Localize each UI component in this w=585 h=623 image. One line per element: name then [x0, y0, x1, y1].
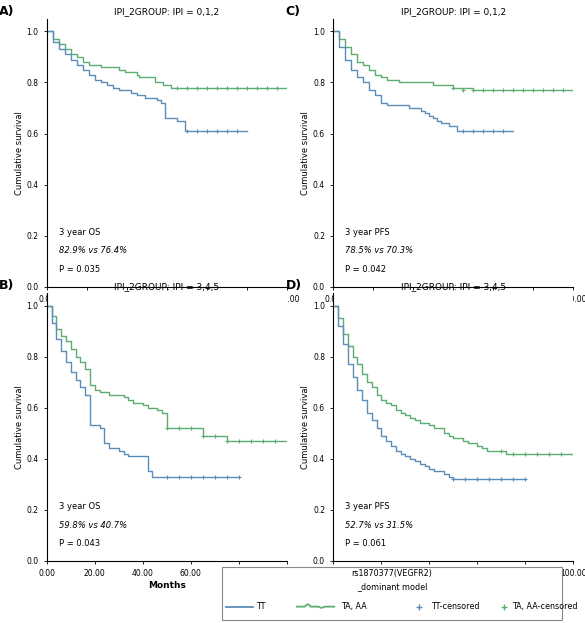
Title: IPI_2GROUP: IPI = 0,1,2: IPI_2GROUP: IPI = 0,1,2 [114, 7, 219, 17]
Text: 59.8% vs 40.7%: 59.8% vs 40.7% [58, 521, 127, 530]
Text: P = 0.042: P = 0.042 [345, 265, 387, 274]
X-axis label: Months: Months [148, 581, 185, 590]
Text: P = 0.043: P = 0.043 [58, 540, 100, 548]
Y-axis label: Cumulative survival: Cumulative survival [15, 385, 23, 468]
Text: 52.7% vs 31.5%: 52.7% vs 31.5% [345, 521, 414, 530]
Text: 3 year OS: 3 year OS [58, 502, 100, 511]
Text: C): C) [285, 6, 301, 18]
Title: IPI_2GROUP: IPI = 0,1,2: IPI_2GROUP: IPI = 0,1,2 [401, 7, 506, 17]
Title: IPI_2GROUP: IPI = 3,4,5: IPI_2GROUP: IPI = 3,4,5 [114, 282, 219, 291]
Text: TT-censored: TT-censored [431, 602, 480, 611]
Text: TA, AA-censored: TA, AA-censored [512, 602, 578, 611]
Y-axis label: Cumulative survival: Cumulative survival [15, 111, 23, 194]
FancyBboxPatch shape [222, 567, 562, 620]
Text: rs1870377(VEGFR2): rs1870377(VEGFR2) [352, 569, 432, 578]
Text: 3 year PFS: 3 year PFS [345, 227, 390, 237]
Text: 82.9% vs 76.4%: 82.9% vs 76.4% [58, 246, 127, 255]
Text: 78.5% vs 70.3%: 78.5% vs 70.3% [345, 246, 414, 255]
Text: 3 year PFS: 3 year PFS [345, 502, 390, 511]
X-axis label: Months: Months [435, 307, 472, 316]
Y-axis label: Cumulative survival: Cumulative survival [301, 111, 310, 194]
X-axis label: Months: Months [435, 581, 472, 590]
X-axis label: Months: Months [148, 307, 185, 316]
Text: D): D) [285, 279, 302, 292]
Text: _dominant model: _dominant model [357, 582, 427, 591]
Text: 3 year OS: 3 year OS [58, 227, 100, 237]
Text: TT: TT [256, 602, 266, 611]
Text: B): B) [0, 279, 14, 292]
Text: P = 0.061: P = 0.061 [345, 540, 387, 548]
Text: A): A) [0, 6, 14, 18]
Text: TA, AA: TA, AA [341, 602, 367, 611]
Y-axis label: Cumulative survival: Cumulative survival [301, 385, 310, 468]
Text: P = 0.035: P = 0.035 [58, 265, 100, 274]
Title: IPI_2GROUP: IPI = 3,4,5: IPI_2GROUP: IPI = 3,4,5 [401, 282, 506, 291]
